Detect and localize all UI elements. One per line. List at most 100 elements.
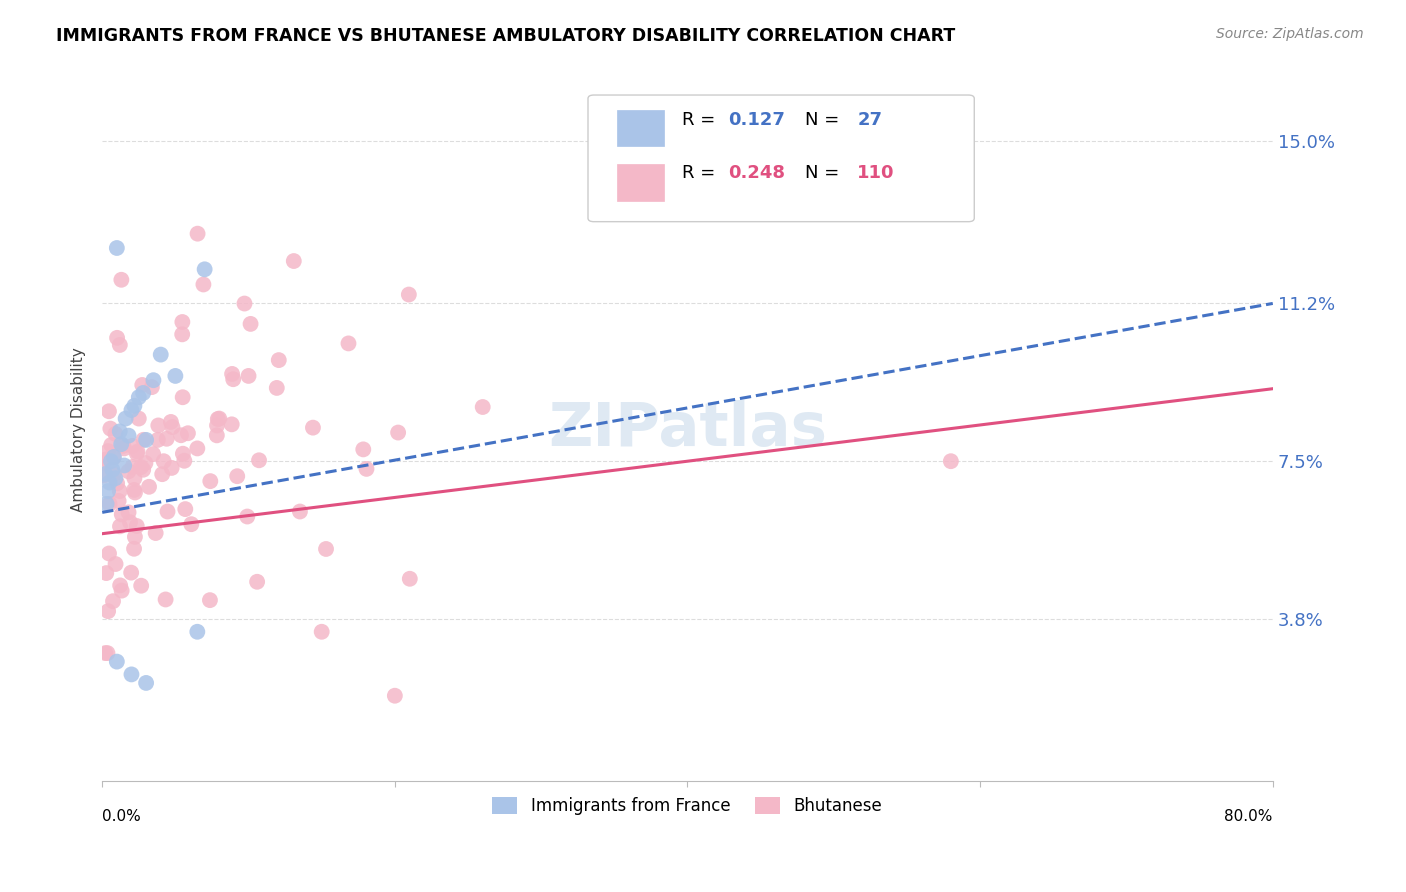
Point bbox=[356, 462, 378, 476]
Point bbox=[112, 442, 135, 456]
Point bbox=[111, 583, 134, 598]
Point bbox=[93, 456, 115, 470]
Text: 0.0%: 0.0% bbox=[103, 809, 141, 824]
Point bbox=[96, 566, 118, 580]
Point bbox=[194, 262, 217, 277]
Point bbox=[174, 502, 197, 516]
Point bbox=[94, 467, 117, 481]
Point bbox=[105, 331, 128, 345]
Point bbox=[107, 494, 129, 508]
Text: N =: N = bbox=[804, 164, 845, 182]
Point bbox=[121, 403, 143, 417]
Point bbox=[172, 447, 194, 461]
Point bbox=[135, 676, 157, 690]
Text: N =: N = bbox=[804, 112, 845, 129]
Point bbox=[132, 386, 155, 401]
Point bbox=[132, 463, 155, 477]
Point bbox=[387, 425, 409, 440]
Point bbox=[128, 411, 150, 425]
Point bbox=[124, 399, 146, 413]
Text: ZIPatlas: ZIPatlas bbox=[548, 400, 827, 458]
Point bbox=[142, 447, 165, 461]
Point bbox=[94, 646, 117, 660]
Point bbox=[110, 273, 132, 287]
Point bbox=[186, 442, 208, 456]
Point bbox=[352, 442, 374, 457]
Point bbox=[127, 444, 149, 458]
Point bbox=[108, 425, 131, 439]
Point bbox=[266, 381, 288, 395]
Point bbox=[121, 439, 143, 453]
Point bbox=[135, 433, 157, 447]
Point bbox=[221, 417, 243, 432]
Point bbox=[117, 428, 139, 442]
FancyBboxPatch shape bbox=[588, 95, 974, 222]
Point bbox=[103, 450, 125, 464]
Point bbox=[222, 372, 245, 386]
Point bbox=[117, 505, 139, 519]
Point bbox=[103, 450, 125, 465]
Point bbox=[105, 476, 128, 491]
Point bbox=[150, 467, 173, 482]
Point bbox=[315, 541, 337, 556]
Point bbox=[125, 446, 148, 460]
Point bbox=[247, 453, 270, 467]
Point bbox=[93, 468, 115, 483]
Point bbox=[96, 497, 118, 511]
Point bbox=[172, 327, 194, 342]
Point bbox=[96, 646, 118, 660]
Point bbox=[114, 411, 136, 425]
Point bbox=[226, 469, 249, 483]
Point bbox=[267, 353, 290, 368]
Point bbox=[384, 689, 406, 703]
Point bbox=[108, 578, 131, 592]
Point bbox=[97, 604, 120, 618]
Point bbox=[98, 475, 121, 490]
Bar bbox=[617, 164, 664, 201]
Point bbox=[117, 464, 139, 478]
Point bbox=[122, 541, 145, 556]
Point bbox=[302, 420, 325, 434]
Point bbox=[97, 444, 120, 458]
Point bbox=[152, 454, 174, 468]
Point bbox=[162, 420, 184, 434]
Point bbox=[120, 566, 142, 580]
Point bbox=[111, 508, 134, 522]
Point bbox=[205, 428, 228, 442]
Point bbox=[939, 454, 962, 468]
Point bbox=[97, 484, 120, 499]
Text: 80.0%: 80.0% bbox=[1225, 809, 1272, 824]
Y-axis label: Ambulatory Disability: Ambulatory Disability bbox=[72, 347, 86, 512]
Point bbox=[146, 433, 169, 447]
Text: 27: 27 bbox=[858, 112, 882, 129]
Point bbox=[141, 380, 163, 394]
Point bbox=[233, 296, 256, 310]
Point bbox=[100, 438, 122, 452]
Text: 110: 110 bbox=[858, 164, 894, 182]
Point bbox=[105, 655, 128, 669]
Point bbox=[236, 509, 259, 524]
Point bbox=[186, 624, 208, 639]
Point bbox=[239, 317, 262, 331]
Bar bbox=[617, 110, 664, 146]
Text: 0.248: 0.248 bbox=[728, 164, 786, 182]
Point bbox=[246, 574, 269, 589]
Point bbox=[172, 390, 194, 404]
Point bbox=[337, 336, 360, 351]
Point bbox=[398, 287, 420, 301]
Point bbox=[165, 368, 187, 383]
Point bbox=[148, 418, 170, 433]
Point bbox=[288, 504, 311, 518]
Legend: Immigrants from France, Bhutanese: Immigrants from France, Bhutanese bbox=[486, 790, 889, 822]
Point bbox=[177, 426, 200, 441]
Point bbox=[187, 227, 209, 241]
Point bbox=[160, 415, 183, 429]
Point bbox=[112, 458, 135, 473]
Point bbox=[132, 433, 155, 447]
Point bbox=[108, 519, 131, 533]
Point bbox=[105, 241, 128, 255]
Point bbox=[170, 428, 193, 442]
Point bbox=[96, 452, 118, 467]
Point bbox=[98, 497, 121, 511]
Point bbox=[104, 557, 127, 571]
